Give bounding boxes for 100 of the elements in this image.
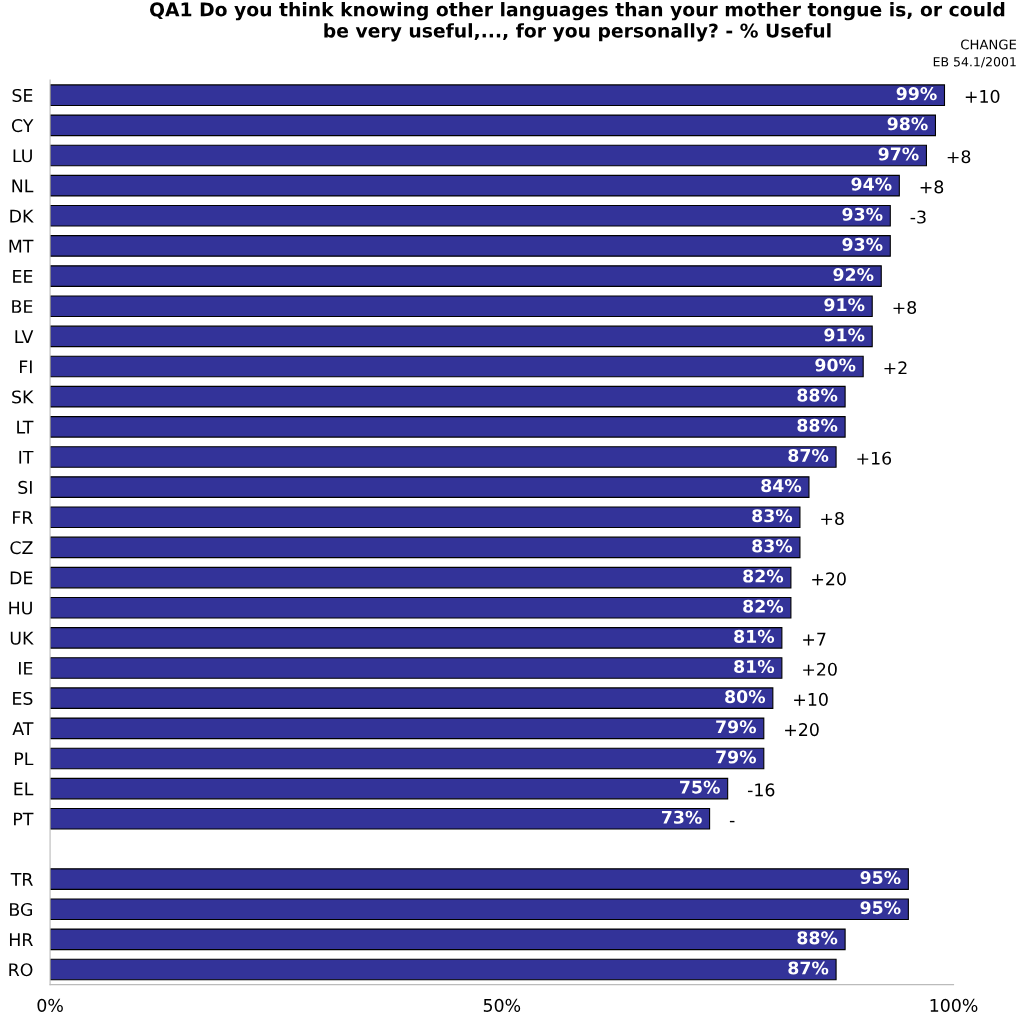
bar — [50, 355, 864, 378]
bar — [50, 446, 837, 468]
data-label: 80% — [725, 690, 766, 704]
y-tick-label: BG — [10, 902, 32, 917]
y-tick-label: BE — [12, 300, 33, 313]
y-tick-label: UK — [10, 631, 34, 645]
y-tick-label: MT — [9, 239, 34, 253]
y-tick-label: PT — [14, 812, 34, 826]
data-label: 81% — [734, 629, 775, 643]
annotation: +7 — [803, 632, 826, 646]
annotation: +10 — [794, 692, 828, 706]
bar — [50, 235, 891, 257]
data-label: 93% — [842, 237, 883, 251]
data-label: 91% — [824, 328, 865, 342]
y-tick-label: DE — [10, 571, 33, 585]
bar — [50, 928, 846, 951]
annotation: +20 — [812, 572, 846, 586]
annotation: +2 — [884, 361, 907, 375]
annotation: +10 — [965, 89, 1000, 103]
data-label: 83% — [752, 509, 793, 523]
bar — [50, 627, 783, 649]
y-tick-label: CY — [11, 119, 34, 133]
data-label: 95% — [860, 901, 901, 915]
annotation: -16 — [747, 783, 775, 797]
data-label: 94% — [851, 177, 892, 191]
y-tick-label: RO — [9, 963, 33, 977]
bar — [50, 174, 900, 197]
data-label: 79% — [716, 750, 757, 764]
bar — [50, 144, 927, 167]
bar — [50, 958, 837, 981]
bar — [50, 596, 792, 619]
bar — [50, 325, 873, 348]
data-label: 82% — [743, 569, 784, 583]
y-tick-label: ES — [13, 691, 33, 706]
annotation: +8 — [821, 511, 844, 526]
data-label: 82% — [743, 599, 784, 613]
annotation: +16 — [857, 451, 892, 465]
y-tick-label: HU — [9, 601, 32, 615]
bar — [50, 717, 765, 740]
y-tick-label: FI — [20, 360, 32, 374]
y-tick-label: AT — [12, 722, 34, 735]
bar — [50, 566, 792, 589]
bar — [50, 506, 801, 529]
data-label: 75% — [680, 780, 720, 794]
y-tick-label: LT — [17, 420, 34, 434]
annotation: +8 — [920, 180, 944, 194]
data-label: 88% — [797, 418, 838, 432]
bar — [50, 807, 711, 830]
data-label: 81% — [734, 659, 775, 674]
data-label: 88% — [797, 931, 838, 945]
bar — [50, 898, 909, 921]
data-label: 84% — [761, 479, 802, 493]
data-label: 97% — [878, 147, 919, 161]
y-tick-label: IE — [19, 661, 33, 675]
y-tick-label: TR — [10, 873, 33, 886]
text: EB 54.1/2001 — [933, 57, 1016, 68]
y-tick-label: SI — [18, 480, 32, 494]
data-label: 91% — [824, 298, 865, 312]
bar — [50, 295, 873, 318]
bar — [50, 84, 946, 106]
y-tick-label: NL — [12, 179, 34, 193]
y-tick-label: CZ — [10, 541, 33, 555]
x-tick-label: 100% — [930, 998, 978, 1012]
data-label: 99% — [896, 87, 937, 101]
bar — [50, 868, 909, 890]
bar — [50, 385, 846, 408]
data-label: 87% — [788, 448, 829, 463]
annotation: +20 — [803, 662, 837, 676]
data-label: 87% — [788, 961, 829, 975]
bar — [50, 536, 801, 559]
y-tick-label: SE — [12, 88, 33, 103]
data-label: 95% — [860, 870, 901, 885]
data-label: 90% — [815, 358, 856, 372]
data-label: 73% — [661, 810, 702, 824]
y-tick-label: HR — [10, 933, 33, 946]
bar — [50, 114, 937, 137]
annotation: +20 — [785, 723, 819, 737]
y-tick-label: EL — [14, 782, 34, 796]
annotation: +8 — [947, 150, 971, 164]
y-tick-label: FR — [13, 511, 33, 524]
bar — [50, 747, 765, 770]
y-tick-label: EE — [13, 270, 33, 283]
bar — [50, 657, 783, 679]
annotation: +8 — [893, 300, 917, 315]
y-tick-label: LV — [15, 330, 34, 343]
annotation: -3 — [910, 210, 926, 224]
data-label: 79% — [716, 720, 757, 734]
data-label: 93% — [842, 207, 883, 221]
bar — [50, 265, 882, 287]
bar — [50, 204, 891, 227]
bar — [50, 687, 774, 709]
annotation: - — [729, 820, 735, 823]
y-tick-label: IT — [19, 450, 34, 464]
bar — [50, 476, 810, 498]
data-label: 83% — [752, 539, 793, 553]
y-tick-label: DK — [10, 209, 34, 223]
bar — [50, 777, 729, 800]
data-label: 98% — [887, 117, 928, 131]
x-tick-label: 50% — [483, 998, 521, 1012]
y-tick-label: LU — [13, 149, 32, 163]
